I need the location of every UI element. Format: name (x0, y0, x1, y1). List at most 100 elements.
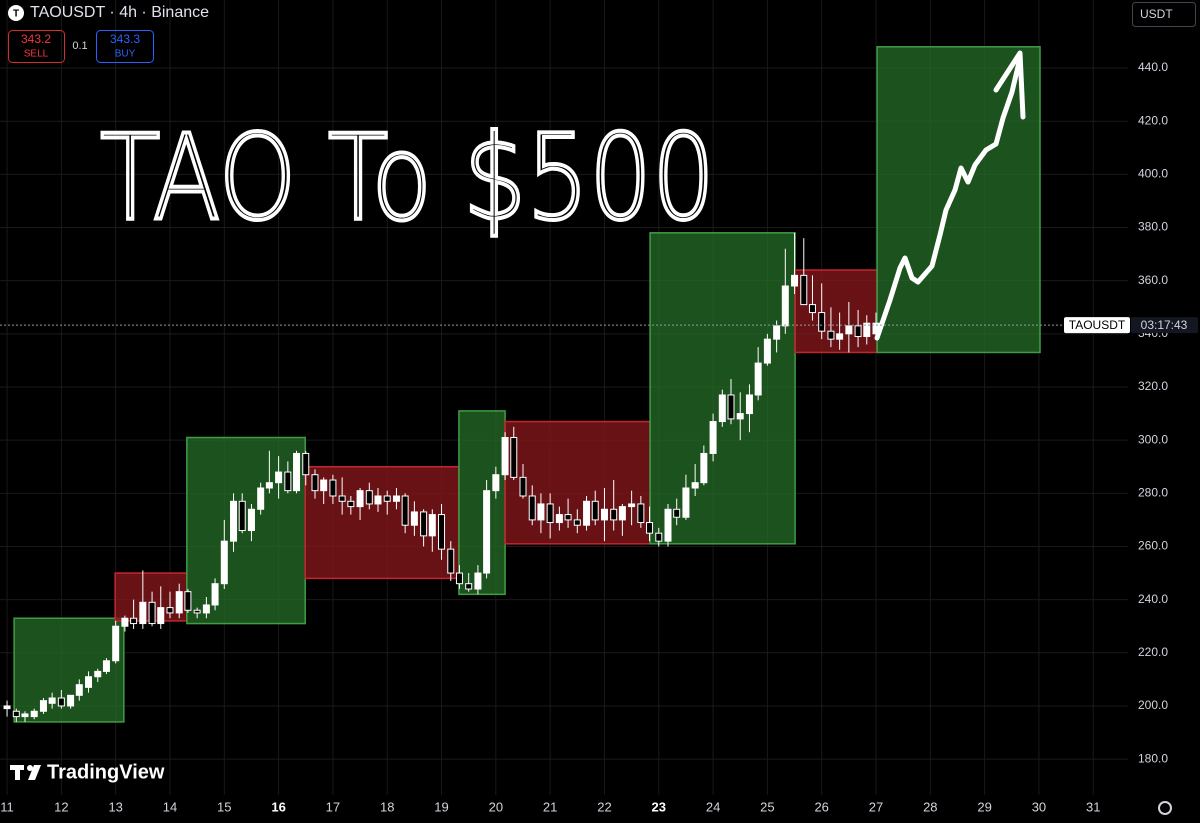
candle-body (691, 482, 699, 489)
candle-body (610, 508, 618, 521)
candle-body (628, 503, 636, 508)
candle-body (736, 413, 744, 420)
y-tick-label: 180.0 (1138, 751, 1168, 765)
candle-body (329, 479, 337, 497)
candle-body (700, 452, 708, 484)
sell-button[interactable] (8, 30, 65, 63)
settings-icon[interactable] (1158, 801, 1172, 815)
candle-body (808, 304, 816, 314)
currency-button[interactable] (1132, 2, 1196, 27)
candle-body (57, 697, 65, 707)
candle-body (356, 490, 364, 508)
candle-body (238, 500, 246, 532)
zone-box (304, 465, 460, 580)
box-layer (13, 46, 1041, 723)
candle-body (682, 487, 690, 518)
candle-body (591, 500, 599, 521)
candle-body (75, 684, 83, 696)
x-tick-label: 26 (814, 799, 828, 814)
candle-layer (3, 232, 880, 722)
candle-body (392, 495, 400, 502)
candle-body (447, 548, 455, 574)
candle-body (311, 474, 319, 492)
candle-body (754, 362, 762, 396)
candle-body (546, 503, 554, 524)
candle-body (501, 437, 509, 476)
header-title: TAOUSDT · 4h · Binance (30, 4, 209, 21)
symbol-logo-letter: T (13, 9, 19, 20)
x-tick-label: 28 (923, 799, 937, 814)
candle-body (94, 670, 102, 678)
candle-body (483, 490, 491, 574)
candle-body (293, 452, 301, 492)
countdown: 03:17:43 (1141, 318, 1188, 332)
candle-body (275, 471, 283, 484)
candle-body (102, 660, 110, 672)
candle-body (121, 617, 129, 627)
symbol-logo (8, 5, 24, 21)
candle-body (166, 607, 174, 614)
candle-body (39, 700, 47, 712)
y-tick-label: 380.0 (1138, 220, 1168, 234)
candle-body (12, 710, 20, 718)
candle-body (30, 710, 38, 718)
zone-box (458, 410, 506, 596)
candle-body (184, 591, 192, 611)
x-tick-label: 22 (597, 799, 611, 814)
candle-body (474, 572, 482, 590)
candle-body (428, 514, 436, 537)
countdown-box (1131, 317, 1198, 334)
x-tick-label: 30 (1032, 799, 1046, 814)
candle-body (555, 514, 563, 524)
x-tick-label: 20 (489, 799, 503, 814)
candle-body (193, 609, 201, 614)
candle-body (510, 437, 518, 478)
candle-body (410, 511, 418, 526)
candle-body (265, 482, 273, 489)
price-label: TAOUSDT (1069, 318, 1126, 332)
zone-box (186, 436, 306, 625)
candle-body (85, 676, 93, 688)
brand: TradingView (47, 761, 165, 783)
candle-body (247, 508, 255, 532)
buy-label: BUY (115, 49, 136, 60)
y-tick-label: 320.0 (1138, 379, 1168, 393)
candle-body (673, 508, 681, 518)
candle-body (863, 322, 871, 337)
y-tick-label: 440.0 (1138, 60, 1168, 74)
buy-button[interactable] (96, 30, 154, 63)
candle-body (202, 604, 210, 614)
candle-body (48, 697, 56, 704)
candle-body (338, 495, 346, 502)
candle-body (773, 325, 781, 340)
spread: 0.1 (72, 40, 87, 52)
x-tick-label: 13 (108, 799, 122, 814)
candle-body (646, 522, 654, 534)
annotation: TAO To $500 (100, 108, 715, 246)
zone-box (649, 232, 796, 545)
candle-body (583, 500, 591, 526)
sell-price: 343.2 (21, 32, 51, 46)
candle-body (573, 519, 581, 526)
logo-dot (27, 765, 33, 771)
y-tick-label: 200.0 (1138, 698, 1168, 712)
x-tick-label: 29 (977, 799, 991, 814)
hand-drawn-arrow (874, 55, 1023, 341)
candle-body (455, 572, 463, 585)
x-tick-label: 25 (760, 799, 774, 814)
zone-box (876, 46, 1041, 354)
candle-body (637, 503, 645, 524)
candle-body (854, 325, 862, 337)
axis-layer: 180.0 200.0 220.0 240.0 260.0 280.0 300.0 320.0… (0, 60, 1198, 814)
candle-body (139, 601, 147, 625)
candle-body (827, 330, 835, 340)
candle-body (67, 694, 75, 707)
candle-body (320, 479, 328, 492)
candle-body (791, 274, 799, 287)
price-label-box (1064, 317, 1130, 334)
y-tick-label: 220.0 (1138, 645, 1168, 659)
candle-body (600, 508, 608, 521)
sell-label: SELL (24, 49, 49, 60)
x-tick-label: 27 (869, 799, 883, 814)
arrow-head (993, 50, 1026, 120)
